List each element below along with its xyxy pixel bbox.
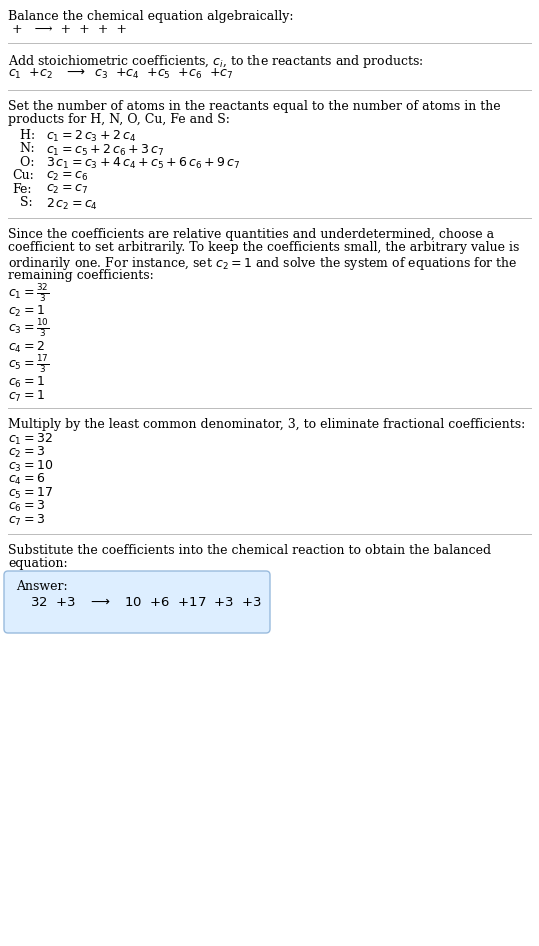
- Text: remaining coefficients:: remaining coefficients:: [8, 269, 154, 282]
- Text: $c_1 = c_5 + 2\,c_6 + 3\,c_7$: $c_1 = c_5 + 2\,c_6 + 3\,c_7$: [46, 143, 164, 158]
- Text: Set the number of atoms in the reactants equal to the number of atoms in the: Set the number of atoms in the reactants…: [8, 100, 501, 113]
- Text: $c_6 = 3$: $c_6 = 3$: [8, 499, 45, 514]
- Text: Add stoichiometric coefficients, $c_i$, to the reactants and products:: Add stoichiometric coefficients, $c_i$, …: [8, 53, 424, 70]
- Text: coefficient to set arbitrarily. To keep the coefficients small, the arbitrary va: coefficient to set arbitrarily. To keep …: [8, 241, 520, 254]
- Text: $3\,c_1 = c_3 + 4\,c_4 + c_5 + 6\,c_6 + 9\,c_7$: $3\,c_1 = c_3 + 4\,c_4 + c_5 + 6\,c_6 + …: [46, 156, 240, 171]
- Text: $c_1 = 2\,c_3 + 2\,c_4$: $c_1 = 2\,c_3 + 2\,c_4$: [46, 129, 136, 144]
- Text: N:: N:: [12, 143, 34, 155]
- Text: ordinarily one. For instance, set $c_2 = 1$ and solve the system of equations fo: ordinarily one. For instance, set $c_2 =…: [8, 255, 517, 272]
- Text: Fe:: Fe:: [12, 183, 31, 196]
- Text: $c_6 = 1$: $c_6 = 1$: [8, 375, 45, 390]
- Text: products for H, N, O, Cu, Fe and S:: products for H, N, O, Cu, Fe and S:: [8, 114, 230, 127]
- FancyBboxPatch shape: [4, 571, 270, 633]
- Text: $c_2 = 1$: $c_2 = 1$: [8, 304, 45, 319]
- Text: equation:: equation:: [8, 557, 67, 570]
- Text: $c_3 = \frac{10}{3}$: $c_3 = \frac{10}{3}$: [8, 318, 49, 340]
- Text: +   ⟶  +  +  +  +: + ⟶ + + + +: [8, 24, 131, 37]
- Text: $c_2 = c_7$: $c_2 = c_7$: [46, 183, 88, 196]
- Text: $c_1 = \frac{32}{3}$: $c_1 = \frac{32}{3}$: [8, 282, 49, 304]
- Text: H:: H:: [12, 129, 35, 142]
- Text: $c_4 = 2$: $c_4 = 2$: [8, 340, 45, 355]
- Text: $c_5 = 17$: $c_5 = 17$: [8, 485, 53, 500]
- Text: Cu:: Cu:: [12, 169, 34, 183]
- Text: $c_1 = 32$: $c_1 = 32$: [8, 431, 53, 447]
- Text: Answer:: Answer:: [16, 580, 67, 593]
- Text: $c_2 = 3$: $c_2 = 3$: [8, 445, 45, 460]
- Text: Substitute the coefficients into the chemical reaction to obtain the balanced: Substitute the coefficients into the che…: [8, 544, 491, 557]
- Text: $c_3 = 10$: $c_3 = 10$: [8, 459, 53, 474]
- Text: $c_7 = 3$: $c_7 = 3$: [8, 513, 45, 528]
- Text: $c_1$  $+c_2$   $\longrightarrow$  $c_3$  $+c_4$  $+c_5$  $+c_6$  $+c_7$: $c_1$ $+c_2$ $\longrightarrow$ $c_3$ $+c…: [8, 66, 233, 80]
- Text: $2\,c_2 = c_4$: $2\,c_2 = c_4$: [46, 197, 98, 212]
- Text: $c_5 = \frac{17}{3}$: $c_5 = \frac{17}{3}$: [8, 353, 49, 375]
- Text: $32$  $+3$   $\longrightarrow$   $10$  $+6$  $+17$  $+3$  $+3$: $32$ $+3$ $\longrightarrow$ $10$ $+6$ $+…: [30, 597, 262, 609]
- Text: Multiply by the least common denominator, 3, to eliminate fractional coefficient: Multiply by the least common denominator…: [8, 418, 525, 431]
- Text: Balance the chemical equation algebraically:: Balance the chemical equation algebraica…: [8, 10, 294, 23]
- Text: $c_4 = 6$: $c_4 = 6$: [8, 472, 45, 487]
- Text: O:: O:: [12, 156, 34, 169]
- Text: S:: S:: [12, 197, 33, 209]
- Text: Since the coefficients are relative quantities and underdetermined, choose a: Since the coefficients are relative quan…: [8, 228, 494, 241]
- Text: $c_7 = 1$: $c_7 = 1$: [8, 389, 45, 404]
- Text: $c_2 = c_6$: $c_2 = c_6$: [46, 169, 88, 183]
